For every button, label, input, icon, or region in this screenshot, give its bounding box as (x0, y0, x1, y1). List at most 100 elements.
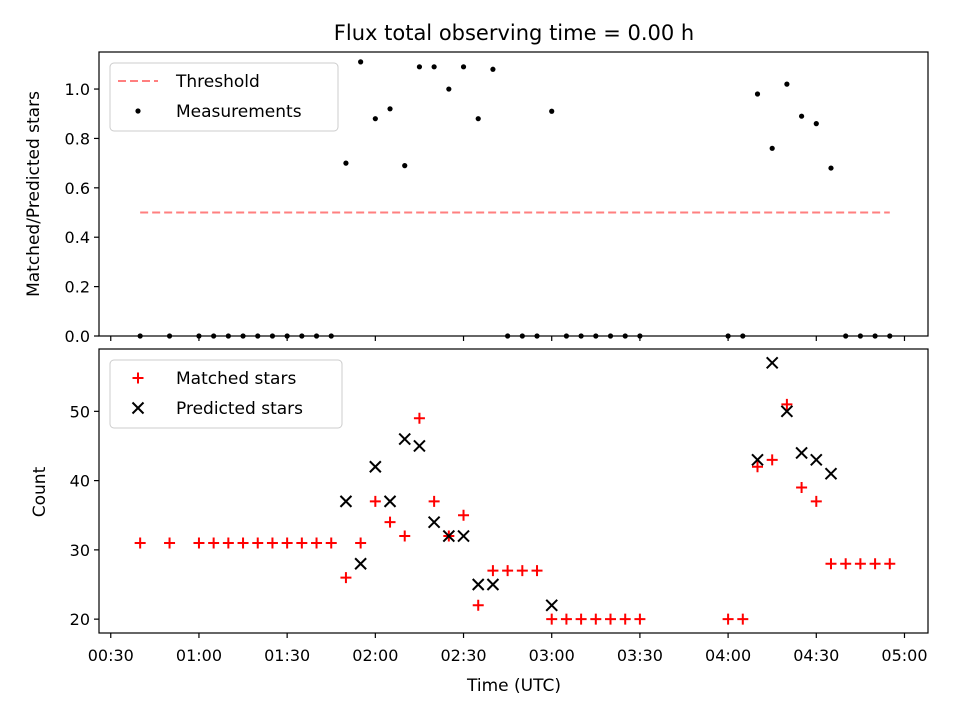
matched-stars-point (590, 613, 602, 625)
predicted-stars-point (413, 439, 426, 453)
matched-stars-point (325, 537, 337, 549)
matched-stars-point (413, 412, 425, 424)
measurements-point (416, 64, 423, 70)
measurements-point (754, 91, 761, 97)
matched-stars-point (369, 495, 381, 507)
x-tick-label: 00:30 (88, 646, 134, 665)
predicted-stars-point (780, 405, 794, 418)
predicted-stars-point (824, 467, 838, 480)
matched-stars-point (281, 537, 293, 549)
matched-stars-point (355, 537, 367, 549)
top-legend: Threshold Measurements (109, 62, 339, 132)
measurements-point (446, 86, 452, 92)
measurements-point (828, 165, 834, 171)
matched-stars-point (810, 495, 822, 507)
measurements-point (549, 108, 555, 114)
bottom-y-tick-label: 40 (70, 472, 90, 491)
legend-matched-stars-label: Matched stars (176, 369, 296, 389)
measurements-point (402, 163, 408, 169)
measurements-point (784, 81, 790, 87)
bottom-y-tick-label: 20 (70, 610, 90, 629)
matched-stars-point (208, 537, 220, 549)
x-tick-label: 04:30 (793, 646, 839, 665)
top-y-tick-label: 1.0 (65, 80, 90, 99)
predicted-stars-point (810, 453, 823, 467)
legend-measurements-label: Measurements (176, 102, 302, 122)
predicted-stars-point (383, 495, 397, 508)
matched-stars-point (854, 558, 866, 570)
matched-stars-point (222, 537, 234, 549)
top-y-tick-label: 0.8 (65, 129, 90, 148)
top-y-axis-label: Matched/Predicted stars (24, 91, 44, 297)
matched-stars-point (869, 558, 881, 570)
matched-stars-point (634, 613, 646, 625)
matched-stars-point (560, 613, 572, 625)
measurements-point (769, 145, 775, 151)
matched-stars-point (575, 613, 587, 625)
matched-stars-point (884, 558, 896, 570)
x-tick-label: 03:30 (617, 646, 663, 665)
matched-stars-point (531, 565, 543, 577)
matched-stars-point (193, 537, 205, 549)
matched-stars-point (546, 613, 558, 625)
predicted-stars-point (751, 453, 764, 467)
matched-stars-point (266, 537, 278, 549)
matched-stars-point (164, 537, 176, 549)
bottom-y-axis-label: Count (30, 466, 50, 517)
predicted-stars-point (442, 529, 456, 543)
x-tick-label: 01:00 (176, 646, 222, 665)
matched-stars-point (252, 537, 264, 549)
x-axis-label: Time (UTC) (466, 676, 561, 696)
matched-stars-point (781, 398, 793, 410)
measurements-point (460, 64, 467, 70)
top-y-tick-label: 0.0 (65, 327, 90, 346)
legend-matched-stars-swatch (132, 372, 144, 384)
bottom-plot-frame (98, 348, 929, 634)
predicted-stars-point (457, 529, 470, 543)
matched-stars-point (619, 613, 631, 625)
predicted-stars-point (427, 515, 441, 529)
matched-stars-point (722, 613, 734, 625)
measurements-point (798, 113, 805, 119)
bottom-panel: 20 30 40 50 00:30 01:00 01:30 02:00 02:30 03:00 03… (70, 348, 929, 665)
x-tick-label: 01:30 (264, 646, 310, 665)
measurements-point (387, 106, 393, 112)
matched-stars-point (840, 558, 852, 570)
measurements-point (475, 116, 481, 122)
matched-stars-point (825, 558, 837, 570)
legend-threshold-label: Threshold (175, 72, 260, 92)
matched-stars-point (384, 516, 396, 528)
measurements-point (343, 160, 349, 166)
x-tick-label: 02:30 (440, 646, 486, 665)
bottom-y-tick-label: 30 (70, 541, 90, 560)
matched-stars-point (472, 599, 484, 611)
x-tick-label: 04:00 (705, 646, 751, 665)
measurements-point (490, 66, 496, 72)
measurements-point (358, 59, 364, 65)
top-y-tick-label: 0.2 (65, 278, 90, 297)
legend-predicted-stars-swatch (131, 401, 145, 415)
bottom-legend-box (109, 359, 343, 429)
predicted-stars-point (398, 432, 411, 446)
legend-measurements-swatch (135, 108, 141, 114)
top-legend-box (109, 62, 339, 132)
predicted-stars-point (354, 557, 367, 570)
matched-stars-point (134, 537, 146, 549)
matched-stars-point (796, 482, 808, 494)
x-tick-label: 02:00 (352, 646, 398, 665)
matched-stars-point (751, 461, 763, 473)
top-panel: 0.0 0.2 0.4 0.6 0.8 1.0 Threshold Measurements (65, 51, 929, 346)
top-plot-frame (98, 51, 929, 337)
bottom-legend: Matched stars Predicted stars (109, 359, 343, 429)
matched-stars-point (340, 572, 352, 584)
predicted-stars-point (765, 356, 779, 370)
predicted-stars-point (472, 578, 485, 591)
matched-stars-point (766, 454, 778, 466)
measurements-point (813, 121, 819, 127)
matched-stars-point (296, 537, 308, 549)
legend-predicted-stars-label: Predicted stars (176, 399, 303, 419)
top-y-tick-label: 0.4 (65, 228, 90, 247)
matched-stars-point (237, 537, 249, 549)
matched-stars-point (399, 530, 411, 542)
